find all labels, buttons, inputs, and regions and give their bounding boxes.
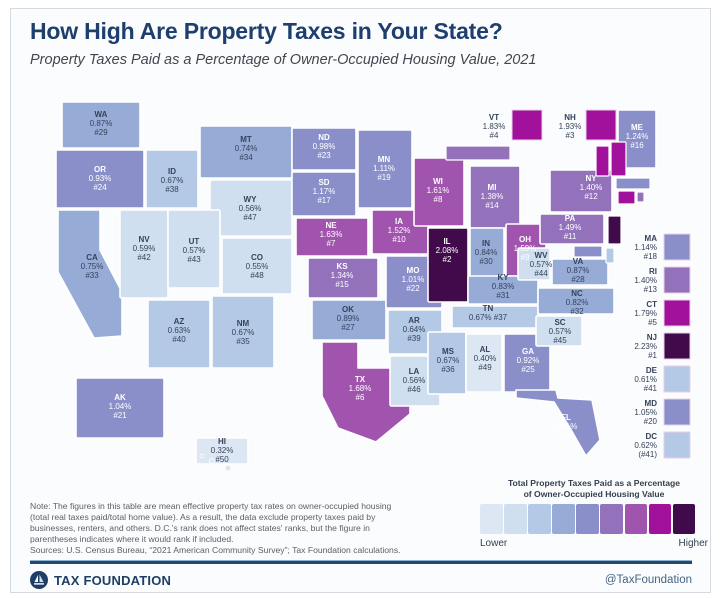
state-FL <box>515 389 601 457</box>
note-line: Sources: U.S. Census Bureau, “2021 Ameri… <box>30 545 401 555</box>
state-swatch-DC <box>663 431 691 459</box>
state-swatch-MA <box>663 233 691 261</box>
state-sliver-RI <box>636 191 645 203</box>
state-swatch-RI <box>663 266 691 294</box>
legend-swatch-4 <box>576 504 599 534</box>
state-SD <box>291 171 357 217</box>
state-MI <box>469 165 521 229</box>
state-sliver-VT <box>595 145 610 177</box>
state-sliver-MIup <box>445 145 511 161</box>
note-line: Note: The figures in this table are mean… <box>30 501 392 511</box>
note-line: (total real taxes paid/total home value)… <box>30 512 376 522</box>
state-OK <box>311 299 387 341</box>
legend-swatch-2 <box>528 504 551 534</box>
brand: TAX FOUNDATION <box>30 571 171 589</box>
state-MN <box>357 129 413 209</box>
state-VT-label: VT 1.83% #4 <box>483 113 506 140</box>
page-title: How High Are Property Taxes in Your Stat… <box>30 18 503 44</box>
state-sliver-DE <box>605 247 615 264</box>
legend-swatch-8 <box>672 504 696 534</box>
state-RI-label: RI 1.40% #13 <box>634 267 657 294</box>
twitter-handle: @TaxFoundation <box>604 574 692 586</box>
state-UT <box>167 209 221 289</box>
state-VA <box>551 258 609 286</box>
legend-swatch-5 <box>600 504 624 534</box>
state-HI <box>195 437 249 465</box>
state-WA <box>61 101 141 149</box>
note-line: businesses, renters, and others. D.C.'s … <box>30 523 370 533</box>
state-MS <box>427 331 467 395</box>
state-IL <box>427 227 469 303</box>
state-NH-label: NH 1.93% #3 <box>559 113 582 140</box>
note-line: parentheses indicates where it would ran… <box>30 534 234 544</box>
state-AL <box>465 333 503 393</box>
note-text: Note: The figures in this table are mean… <box>30 501 486 556</box>
state-swatch-MD <box>663 398 691 426</box>
state-sliver-MA <box>615 177 651 190</box>
state-AZ <box>147 299 211 369</box>
legend-title: Total Property Taxes Paid as a Percentag… <box>507 478 681 499</box>
state-NM <box>211 295 275 369</box>
state-DE-label: DE 0.61% #41 <box>634 366 657 393</box>
legend-higher-label: Higher <box>678 538 708 549</box>
state-ND <box>291 127 357 171</box>
state-NC <box>537 287 615 315</box>
state-NJ-label: NJ 2.23% #1 <box>634 333 657 360</box>
state-sliver-CT <box>617 190 636 205</box>
state-swatch-CT <box>663 299 691 327</box>
state-swatch-NH <box>585 109 617 141</box>
legend-swatch-3 <box>552 504 575 534</box>
state-sliver-NH <box>610 141 627 177</box>
state-CA <box>57 209 123 339</box>
state-swatch-DE <box>663 365 691 393</box>
legend-lower-label: Lower <box>480 538 508 549</box>
state-CO <box>221 237 293 295</box>
legend: Total Property Taxes Paid as a Percentag… <box>478 478 710 549</box>
hawaii-island-dot <box>209 458 215 464</box>
state-swatch-NJ <box>663 332 691 360</box>
hawaii-island-dot <box>224 464 232 472</box>
state-NY <box>549 169 613 213</box>
footer-divider <box>30 560 692 564</box>
legend-swatch-7 <box>648 504 672 534</box>
state-MD-label: MD 1.05% #20 <box>634 399 657 426</box>
state-sliver-MD <box>573 245 603 258</box>
state-MA-label: MA 1.14% #18 <box>634 234 657 261</box>
state-TX <box>321 341 411 443</box>
page-subtitle: Property Taxes Paid as a Percentage of O… <box>30 52 537 68</box>
state-swatch-VT <box>511 109 543 141</box>
state-KS <box>307 257 379 299</box>
legend-color-scale <box>478 504 710 534</box>
state-AK <box>75 377 165 439</box>
legend-swatch-6 <box>624 504 648 534</box>
legend-end-labels: Lower Higher <box>478 538 710 549</box>
legend-swatch-0 <box>480 504 503 534</box>
state-NE <box>295 217 369 257</box>
state-ME <box>617 109 657 169</box>
state-TN <box>451 305 539 329</box>
state-NV <box>119 209 169 299</box>
state-WV <box>517 247 551 281</box>
state-SC <box>535 315 583 347</box>
footer: TAX FOUNDATION @TaxFoundation <box>30 568 692 592</box>
state-CT-label: CT 1.79% #5 <box>634 300 657 327</box>
legend-swatch-1 <box>504 504 527 534</box>
state-OR <box>55 149 145 209</box>
state-WI <box>413 157 465 227</box>
brand-text: TAX FOUNDATION <box>54 572 172 588</box>
state-DC-label: DC 0.62% (#41) <box>634 432 657 459</box>
hawaii-island-dot <box>199 453 205 459</box>
state-WY <box>209 179 293 237</box>
state-ID <box>145 149 199 209</box>
state-MT <box>199 125 293 179</box>
tax-foundation-logo-icon <box>30 571 48 589</box>
state-PA <box>539 213 605 245</box>
state-sliver-NJ <box>607 215 622 245</box>
